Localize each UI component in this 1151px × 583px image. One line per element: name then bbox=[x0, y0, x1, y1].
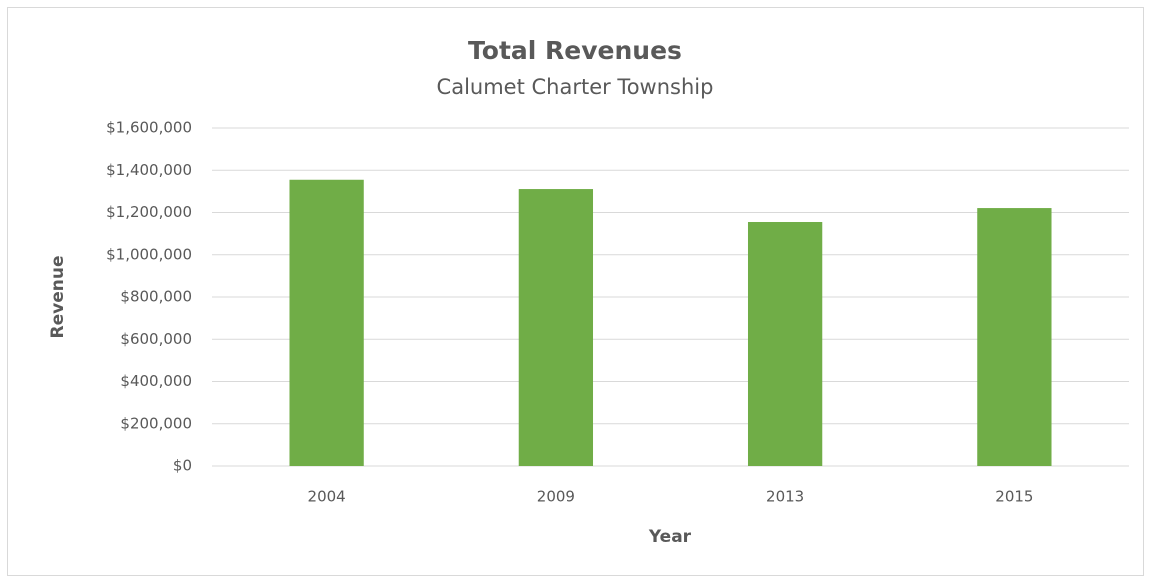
y-tick-label: $1,600,000 bbox=[106, 119, 192, 137]
y-tick-label: $1,400,000 bbox=[106, 161, 192, 179]
bar bbox=[518, 189, 594, 466]
chart-title: Total Revenues bbox=[468, 36, 682, 65]
y-tick-label: $400,000 bbox=[120, 372, 192, 390]
y-tick-label: $600,000 bbox=[120, 330, 192, 348]
y-axis-title: Revenue bbox=[48, 256, 68, 339]
bar bbox=[289, 179, 364, 466]
x-tick-label: 2015 bbox=[995, 488, 1033, 506]
x-tick-label: 2013 bbox=[766, 488, 804, 506]
y-tick-label: $200,000 bbox=[120, 414, 192, 432]
y-tick-label: $1,000,000 bbox=[106, 245, 192, 263]
chart-subtitle: Calumet Charter Township bbox=[437, 75, 714, 99]
y-tick-label: $0 bbox=[173, 457, 192, 475]
bar bbox=[747, 222, 823, 466]
x-axis-title: Year bbox=[648, 527, 692, 547]
bar bbox=[977, 208, 1052, 466]
x-tick-label: 2004 bbox=[308, 488, 346, 506]
x-tick-label: 2009 bbox=[537, 488, 575, 506]
y-tick-label: $1,200,000 bbox=[106, 203, 192, 221]
y-tick-label: $800,000 bbox=[120, 288, 192, 306]
